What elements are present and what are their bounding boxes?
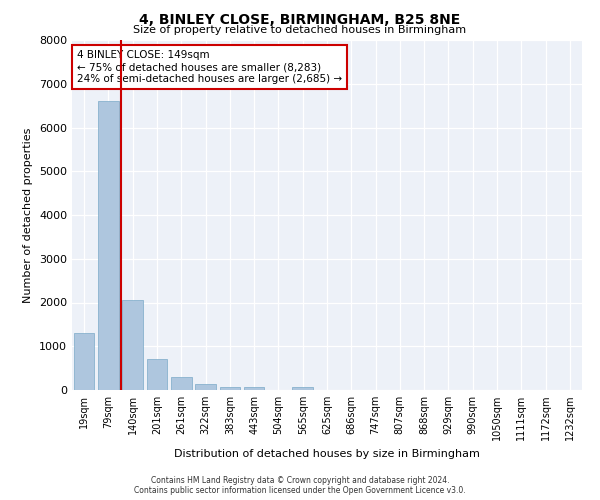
Text: Size of property relative to detached houses in Birmingham: Size of property relative to detached ho… [133,25,467,35]
Bar [292,386,313,390]
X-axis label: Distribution of detached houses by size in Birmingham: Distribution of detached houses by size … [174,448,480,458]
Bar [146,360,167,390]
Bar [220,386,240,390]
Bar [98,101,119,390]
Bar [171,377,191,390]
Bar [195,384,216,390]
Bar [122,300,143,390]
Bar [244,386,265,390]
Text: 4, BINLEY CLOSE, BIRMINGHAM, B25 8NE: 4, BINLEY CLOSE, BIRMINGHAM, B25 8NE [139,12,461,26]
Text: Contains HM Land Registry data © Crown copyright and database right 2024.
Contai: Contains HM Land Registry data © Crown c… [134,476,466,495]
Y-axis label: Number of detached properties: Number of detached properties [23,128,34,302]
Text: 4 BINLEY CLOSE: 149sqm
← 75% of detached houses are smaller (8,283)
24% of semi-: 4 BINLEY CLOSE: 149sqm ← 75% of detached… [77,50,342,84]
Bar [74,333,94,390]
